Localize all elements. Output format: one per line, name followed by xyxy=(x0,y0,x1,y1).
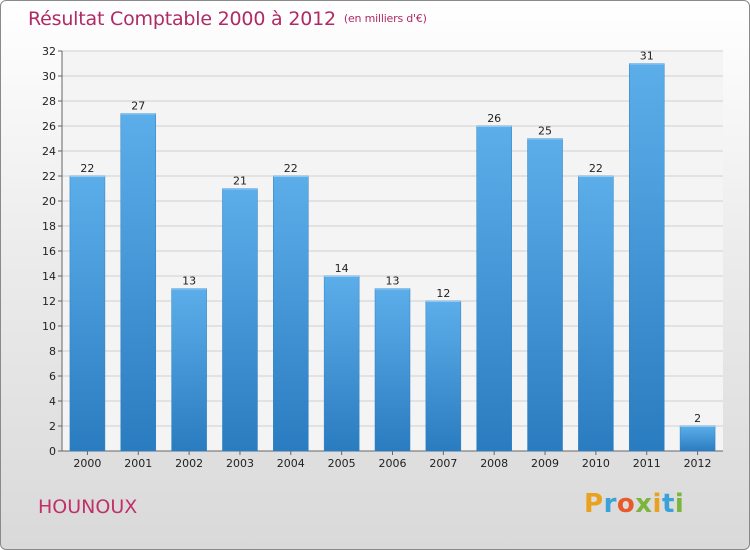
data-label: 21 xyxy=(233,175,247,188)
y-tick-label: 4 xyxy=(49,395,56,408)
data-label: 13 xyxy=(182,275,196,288)
data-label: 2 xyxy=(694,412,701,425)
chart-title-text: Résultat Comptable 2000 à 2012 xyxy=(28,8,336,30)
y-tick-label: 24 xyxy=(42,145,56,158)
y-tick-label: 0 xyxy=(49,445,56,458)
bar xyxy=(273,175,309,452)
data-label: 12 xyxy=(436,287,450,300)
proxiti-logo: Proxiti xyxy=(584,489,685,519)
data-label: 25 xyxy=(538,125,552,138)
data-label: 31 xyxy=(640,50,654,63)
data-label: 26 xyxy=(487,112,501,125)
x-tick-label: 2002 xyxy=(175,457,203,470)
x-tick-label: 2007 xyxy=(429,457,457,470)
bar xyxy=(69,175,106,452)
x-tick-label: 2004 xyxy=(277,457,305,470)
y-tick-label: 12 xyxy=(42,295,56,308)
x-tick-label: 2005 xyxy=(328,457,356,470)
data-label: 14 xyxy=(335,262,349,275)
bar xyxy=(222,188,258,452)
data-label: 22 xyxy=(589,162,603,175)
y-tick-label: 22 xyxy=(42,170,56,183)
x-tick-label: 2003 xyxy=(226,457,254,470)
chart-subtitle: (en milliers d'€) xyxy=(343,12,427,25)
place-name: HOUNOUX xyxy=(38,496,138,518)
y-tick-label: 20 xyxy=(42,195,56,208)
data-label: 13 xyxy=(386,275,400,288)
y-tick-label: 30 xyxy=(42,70,56,83)
bar xyxy=(679,425,716,452)
x-tick-label: 2009 xyxy=(531,457,559,470)
x-tick-label: 2012 xyxy=(684,457,712,470)
x-tick-label: 2008 xyxy=(480,457,508,470)
bar xyxy=(171,288,207,452)
y-tick-label: 10 xyxy=(42,320,56,333)
bar xyxy=(476,125,512,452)
data-label: 22 xyxy=(284,162,298,175)
data-label: 22 xyxy=(80,162,94,175)
y-tick-label: 26 xyxy=(42,120,56,133)
chart-title: Résultat Comptable 2000 à 2012 (en millie… xyxy=(28,8,427,30)
bar xyxy=(628,63,665,452)
y-tick-label: 14 xyxy=(42,270,56,283)
bar xyxy=(425,300,462,452)
bars xyxy=(69,63,716,452)
x-tick-label: 2006 xyxy=(379,457,407,470)
y-tick-label: 16 xyxy=(42,245,56,258)
bar xyxy=(323,275,360,452)
y-tick-label: 32 xyxy=(42,45,56,58)
y-tick-label: 6 xyxy=(49,370,56,383)
y-tick-label: 28 xyxy=(42,95,56,108)
x-tick-label: 2001 xyxy=(124,457,152,470)
y-tick-label: 18 xyxy=(42,220,56,233)
x-tick-label: 2011 xyxy=(633,457,661,470)
bar xyxy=(120,113,157,452)
y-tick-label: 2 xyxy=(49,420,56,433)
x-tick-label: 2000 xyxy=(73,457,101,470)
data-labels: 22 27 13 21 22 14 13 12 26 25 22 31 2 xyxy=(80,50,701,426)
bar xyxy=(374,288,411,452)
bar xyxy=(527,138,563,452)
bar xyxy=(578,175,614,452)
x-tick-label: 2010 xyxy=(582,457,610,470)
data-label: 27 xyxy=(131,100,145,113)
y-tick-label: 8 xyxy=(49,345,56,358)
